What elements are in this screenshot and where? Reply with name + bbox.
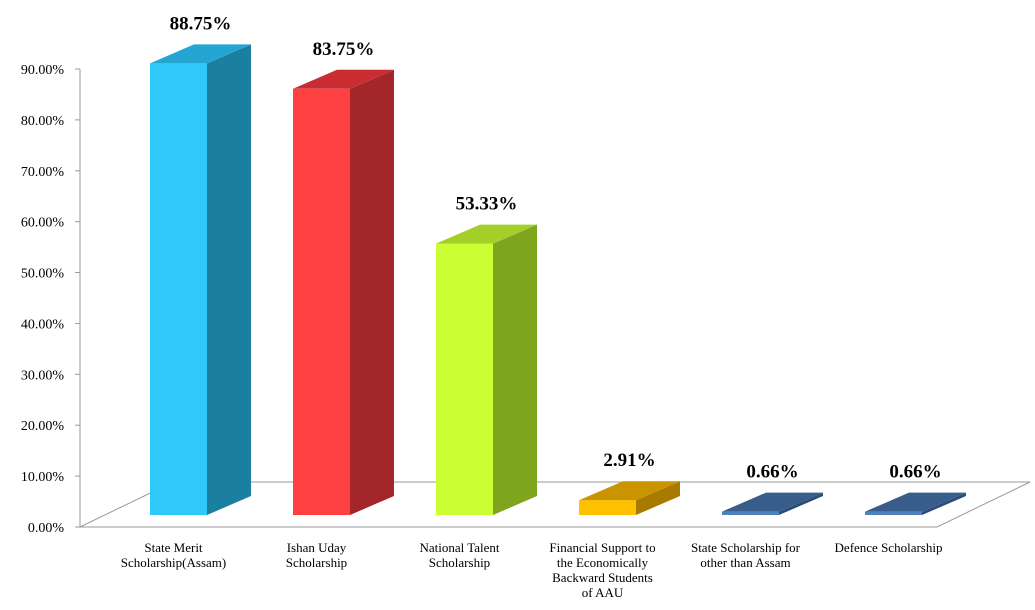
data-label: 2.91% — [603, 450, 655, 471]
category-label-line: Ishan Uday — [287, 540, 347, 555]
category-label-line: the Economically — [557, 555, 649, 570]
data-label: 53.33% — [456, 194, 518, 215]
bar-side — [350, 69, 394, 516]
bar-front — [150, 63, 207, 515]
category-label-line: Defence Scholarship — [835, 540, 943, 555]
bar-top — [865, 492, 966, 512]
y-tick-label: 10.00% — [21, 470, 65, 485]
category-label: Ishan Uday Scholarship — [286, 540, 347, 570]
bar — [722, 492, 823, 515]
bar — [293, 69, 394, 516]
data-label: 88.75% — [170, 13, 232, 34]
bar — [865, 492, 966, 515]
bar-top — [150, 44, 251, 64]
bar — [150, 44, 251, 515]
category-label-line: Backward Students — [552, 570, 653, 585]
bar-side — [779, 492, 823, 515]
category-label: State Scholarship for other than Assam — [691, 540, 801, 570]
bar-front — [579, 500, 636, 515]
y-tick-label: 60.00% — [21, 216, 65, 231]
y-tick-label: 40.00% — [21, 317, 65, 332]
bar — [579, 481, 680, 515]
bar-top — [293, 69, 394, 89]
bar-front — [722, 511, 779, 515]
category-label-line: of AAU — [582, 585, 624, 600]
y-tick-label: 20.00% — [21, 419, 65, 434]
category-label-line: National Talent — [419, 540, 499, 555]
y-tick-label: 0.00% — [28, 521, 65, 536]
category-label-line: State Scholarship for — [691, 540, 801, 555]
category-label: Defence Scholarship — [835, 540, 943, 555]
bar-top — [579, 481, 680, 501]
category-label-line: Scholarship(Assam) — [121, 555, 226, 570]
bar-side — [207, 44, 251, 515]
y-tick-label: 30.00% — [21, 368, 65, 383]
bar-side — [636, 481, 680, 515]
category-label: State Merit Scholarship(Assam) — [121, 540, 226, 570]
category-label: National Talent Scholarship — [419, 540, 499, 570]
value-axis: 0.00% 10.00% 20.00% 30.00% 40.00% 50.00% 60.00… — [21, 63, 81, 536]
bar-front — [436, 243, 493, 515]
bar-side — [922, 492, 966, 515]
data-label-group: 88.75% 83.75% 53.33% 2.91% 0.66% 0.66% — [170, 13, 942, 482]
bar-front — [293, 88, 350, 516]
category-label-line: Financial Support to — [549, 540, 655, 555]
bar-side — [493, 224, 537, 515]
bar-front — [865, 511, 922, 515]
bar — [436, 224, 537, 515]
category-label-group: State Merit Scholarship(Assam)Ishan Uday S… — [121, 540, 943, 600]
y-tick-label: 70.00% — [21, 165, 65, 180]
bar-group — [150, 44, 966, 516]
category-label-line: Scholarship — [429, 555, 490, 570]
data-label: 0.66% — [889, 462, 941, 483]
category-label: Financial Support to the Economically Back… — [549, 540, 655, 600]
y-tick-label: 80.00% — [21, 114, 65, 129]
category-label-line: other than Assam — [700, 555, 790, 570]
bar-top — [722, 492, 823, 512]
category-label-line: State Merit — [144, 540, 203, 555]
y-tick-label: 90.00% — [21, 63, 65, 78]
category-label-line: Scholarship — [286, 555, 347, 570]
data-label: 83.75% — [313, 39, 375, 60]
data-label: 0.66% — [746, 462, 798, 483]
y-tick-label: 50.00% — [21, 267, 65, 282]
bar-top — [436, 224, 537, 244]
